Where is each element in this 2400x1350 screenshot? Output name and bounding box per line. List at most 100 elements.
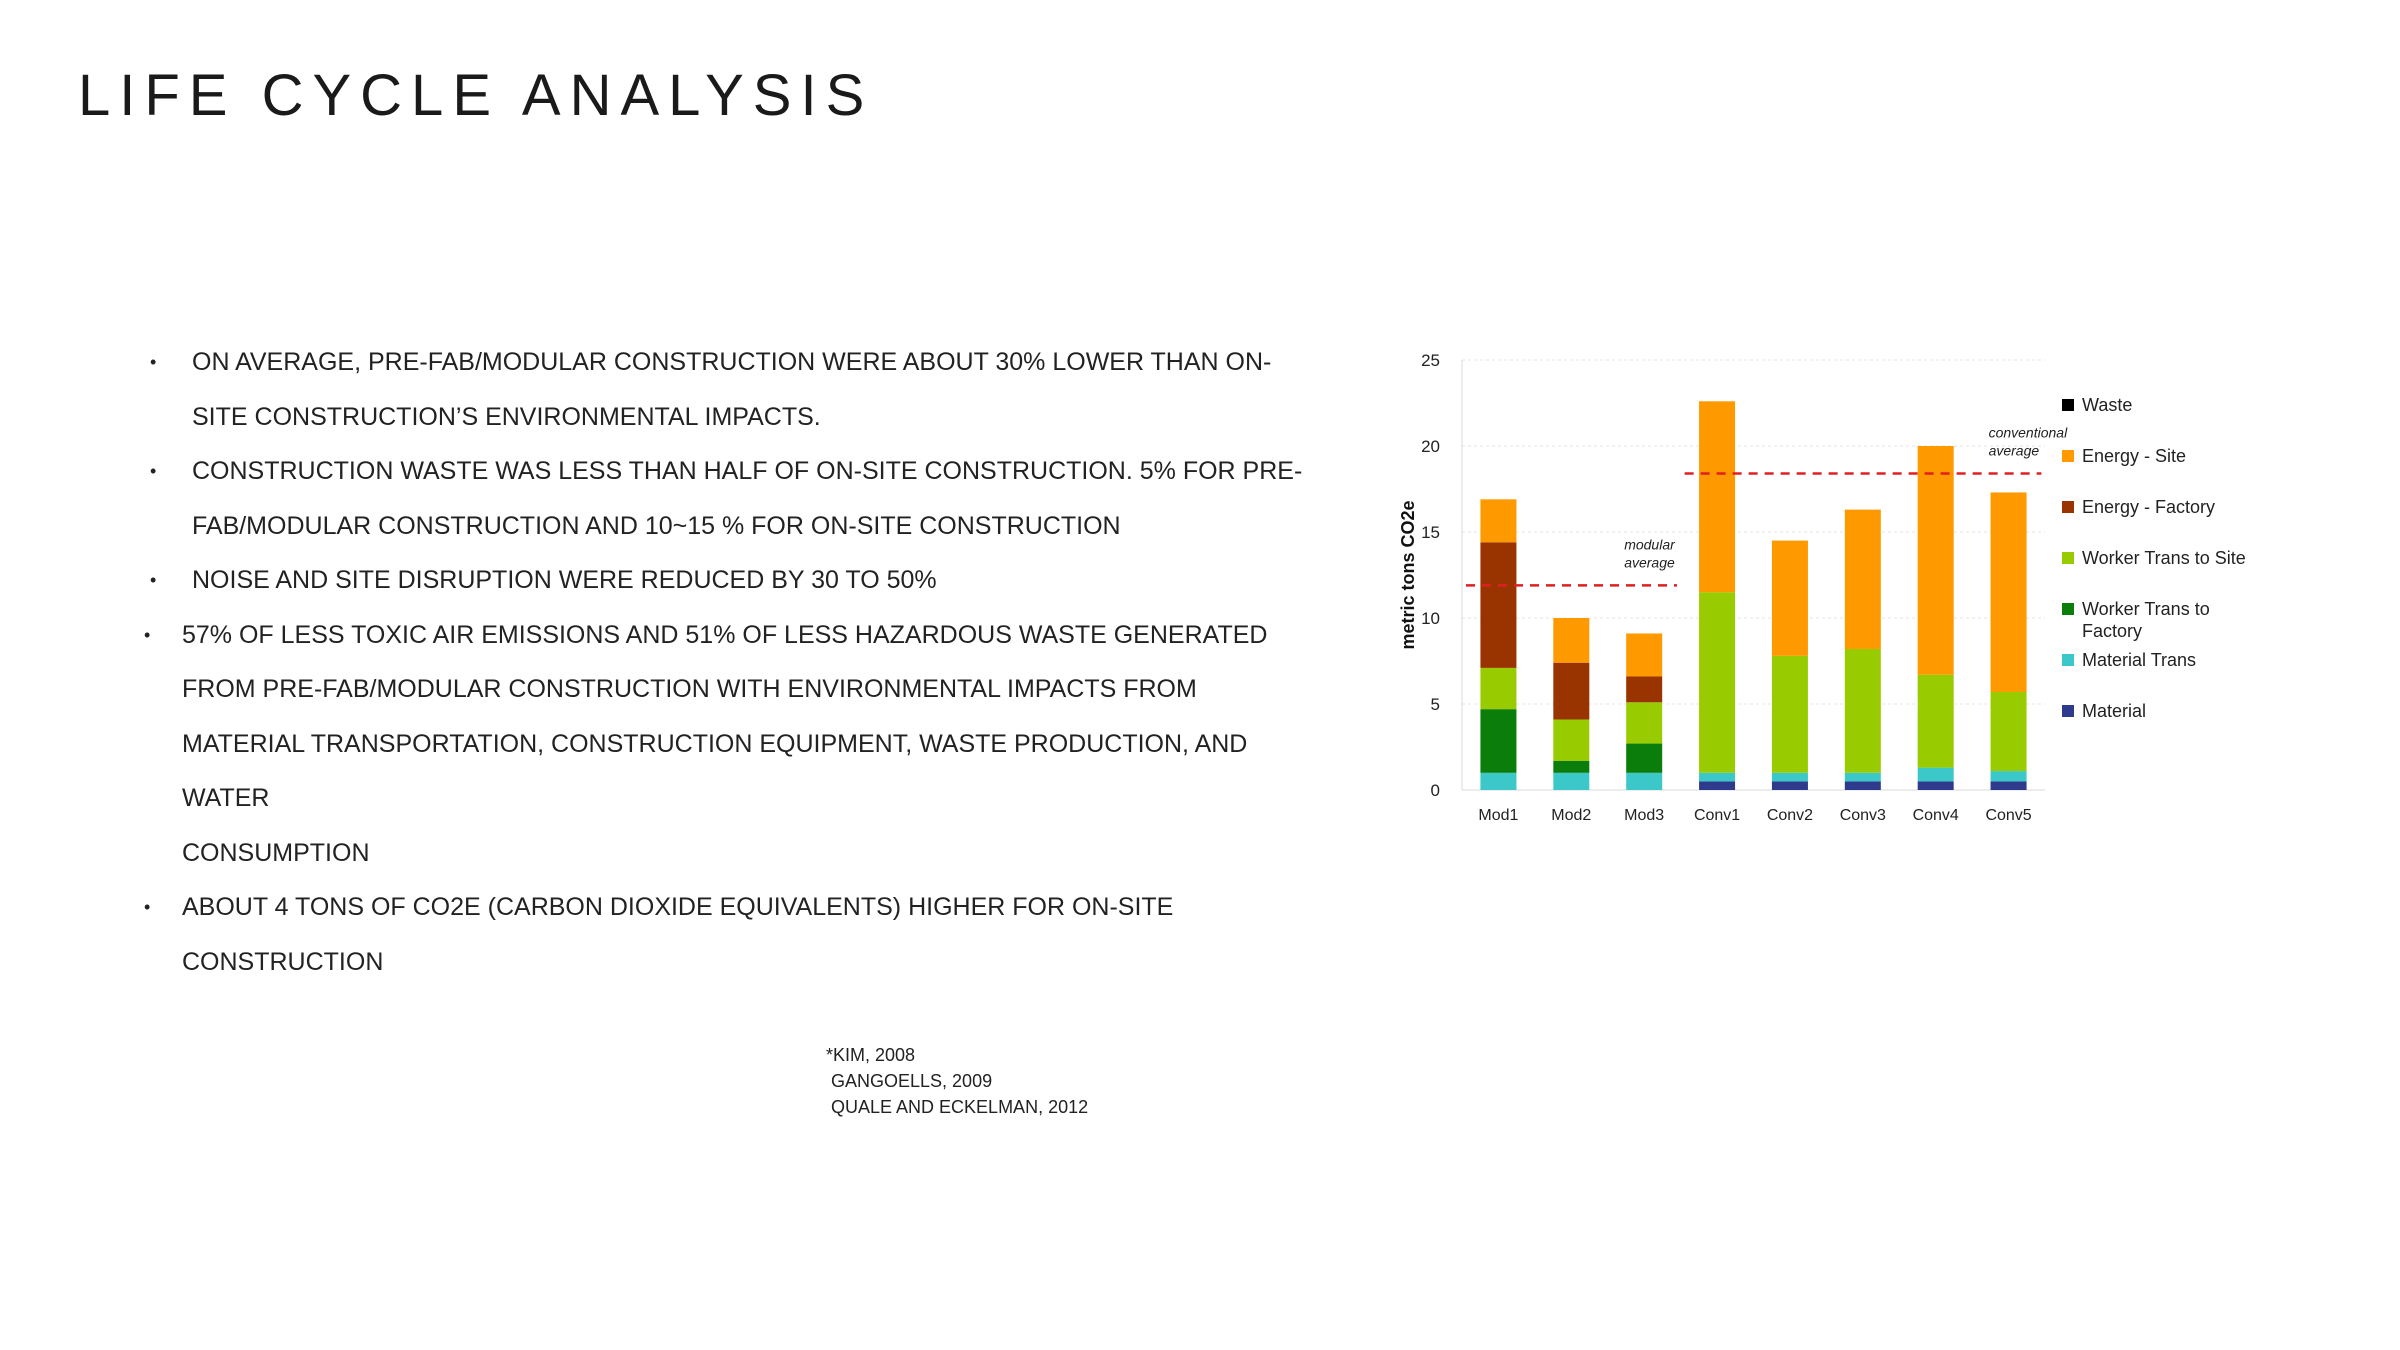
bar-segment <box>1553 772 1590 790</box>
bar-segment <box>1990 492 2027 692</box>
bar-segment <box>1771 540 1808 656</box>
bar-segment <box>1480 667 1517 710</box>
legend-swatch <box>2062 399 2074 411</box>
reference-line-label: average <box>1989 443 2040 459</box>
legend-label: Waste <box>2082 395 2133 415</box>
reference-line-label: average <box>1624 554 1675 570</box>
legend-swatch <box>2062 450 2074 462</box>
bullet-item-2: • CONSTRUCTION WASTE WAS LESS THAN HALF … <box>140 444 1340 553</box>
bar-segment <box>1990 781 2027 790</box>
bar-segment <box>1699 592 1736 773</box>
bar-segment <box>1844 509 1881 649</box>
legend-swatch <box>2062 603 2074 615</box>
bar-segment <box>1917 446 1954 675</box>
bar-segment <box>1917 781 1954 790</box>
x-tick-label: Mod2 <box>1551 807 1591 824</box>
x-tick-label: Conv4 <box>1913 807 1959 824</box>
bar-segment <box>1626 633 1663 677</box>
legend-item: Worker Trans to Site <box>2062 547 2292 569</box>
bullet-4-line-2: FROM PRE-FAB/MODULAR CONSTRUCTION WITH E… <box>182 675 1197 703</box>
legend-swatch <box>2062 705 2074 717</box>
bar-segment <box>1553 618 1590 663</box>
bar-segment <box>1917 767 1954 782</box>
bullet-4-line-3: MATERIAL TRANSPORTATION, CONSTRUCTION EQ… <box>182 729 1248 813</box>
legend-label: Energy - Factory <box>2082 497 2216 517</box>
bar-segment <box>1990 771 2027 782</box>
bullet-3-line-1: NOISE AND SITE DISRUPTION WERE REDUCED B… <box>192 566 937 594</box>
bar-segment <box>1699 772 1736 782</box>
bullet-list: • ON AVERAGE, PRE-FAB/MODULAR CONSTRUCTI… <box>140 335 1340 989</box>
bullet-5-line-2: CONSTRUCTION <box>182 947 384 976</box>
legend-label: Energy - Site <box>2082 446 2187 466</box>
references: *KIM, 2008 GANGOELLS, 2009 QUALE AND ECK… <box>826 1042 1088 1120</box>
legend-label: Worker Trans to Factory <box>2082 599 2210 641</box>
bar-segment <box>1553 719 1590 761</box>
legend-swatch <box>2062 552 2074 564</box>
bar-segment <box>1626 702 1663 744</box>
bar-segment <box>1699 401 1736 593</box>
bar-segment <box>1553 662 1590 720</box>
bar-segment <box>1480 499 1517 543</box>
x-tick-label: Mod3 <box>1624 807 1664 824</box>
reference-1: *KIM, 2008 <box>826 1045 916 1065</box>
bullet-2-line-2: FAB/MODULAR CONSTRUCTION AND 10~15 % FOR… <box>192 511 1121 540</box>
y-tick-label: 20 <box>1421 437 1440 456</box>
bullet-1-line-1: ON AVERAGE, PRE-FAB/MODULAR CONSTRUCTION… <box>192 348 1272 376</box>
bullet-5-line-1: ABOUT 4 TONS OF CO2E (CARBON DIOXIDE EQU… <box>182 893 1174 921</box>
bar-segment <box>1844 772 1881 782</box>
bullet-dot: • <box>150 570 157 590</box>
legend-label: Material <box>2082 701 2147 721</box>
legend-item: Energy - Site <box>2062 445 2292 467</box>
chart-container: 0 5 10 15 20 25 metric tons CO2e Mod1 Mod2 Mod3 Co… <box>1380 330 2280 850</box>
x-tick-label: Mod1 <box>1478 807 1518 824</box>
bar-segment <box>1699 781 1736 790</box>
bullet-item-1: • ON AVERAGE, PRE-FAB/MODULAR CONSTRUCTI… <box>140 335 1340 444</box>
bar-segment <box>1917 674 1954 768</box>
y-tick-label: 10 <box>1421 609 1440 628</box>
legend-item: Energy - Factory <box>2062 496 2292 518</box>
bar-segment <box>1844 648 1881 773</box>
legend-item: Material <box>2062 700 2292 722</box>
legend-item: Waste <box>2062 394 2292 416</box>
legend-item: Worker Trans to Factory <box>2062 598 2292 642</box>
x-tick-label: Conv3 <box>1840 807 1886 824</box>
legend-swatch <box>2062 501 2074 513</box>
bullet-2-line-1: CONSTRUCTION WASTE WAS LESS THAN HALF OF… <box>192 457 1303 485</box>
reference-2: GANGOELLS, 2009 <box>826 1071 993 1091</box>
bar-segment <box>1553 760 1590 773</box>
bullet-4-line-4: CONSUMPTION <box>182 838 370 867</box>
y-tick-label: 25 <box>1421 351 1440 370</box>
slide-title: LIFE CYCLE ANALYSIS <box>78 63 874 128</box>
stacked-bar-chart: 0 5 10 15 20 25 metric tons CO2e Mod1 Mod2 Mod3 Co… <box>1398 351 2069 824</box>
reference-3: QUALE AND ECKELMAN, 2012 <box>826 1097 1089 1117</box>
bar-segment <box>1626 676 1663 703</box>
x-tick-label: Conv2 <box>1767 807 1813 824</box>
bar-segment <box>1771 772 1808 782</box>
bullet-dot: • <box>150 352 157 372</box>
bullet-item-4: • 57% OF LESS TOXIC AIR EMISSIONS AND 51… <box>140 608 1340 881</box>
legend-label: Worker Trans to Site <box>2082 548 2246 568</box>
bar-segment <box>1626 772 1663 790</box>
bar-segment <box>1771 655 1808 773</box>
y-tick-label: 0 <box>1431 781 1440 800</box>
bar-segment <box>1480 542 1517 668</box>
bullet-item-3: • NOISE AND SITE DISRUPTION WERE REDUCED… <box>140 553 1340 608</box>
x-tick-label: Conv5 <box>1985 807 2031 824</box>
bar-segment <box>1480 772 1517 790</box>
bullet-4-line-1: 57% OF LESS TOXIC AIR EMISSIONS AND 51% … <box>182 620 1268 649</box>
legend-item: Material Trans <box>2062 649 2292 671</box>
bullet-1-line-2: SITE CONSTRUCTION’S ENVIRONMENTAL IMPACT… <box>192 402 821 431</box>
bar-segment <box>1771 781 1808 790</box>
bullet-dot: • <box>150 461 157 481</box>
reference-line-label: conventional <box>1989 425 2069 441</box>
bar-segment <box>1626 743 1663 773</box>
legend-swatch <box>2062 654 2074 666</box>
bar-segment <box>1844 781 1881 790</box>
reference-line-label: modular <box>1624 536 1676 552</box>
y-tick-label: 15 <box>1421 523 1440 542</box>
bar-segment <box>1480 709 1517 773</box>
bullet-dot: • <box>144 624 151 645</box>
bullet-dot: • <box>144 897 151 917</box>
y-axis-title: metric tons CO2e <box>1398 500 1418 649</box>
legend-label: Material Trans <box>2082 650 2197 670</box>
